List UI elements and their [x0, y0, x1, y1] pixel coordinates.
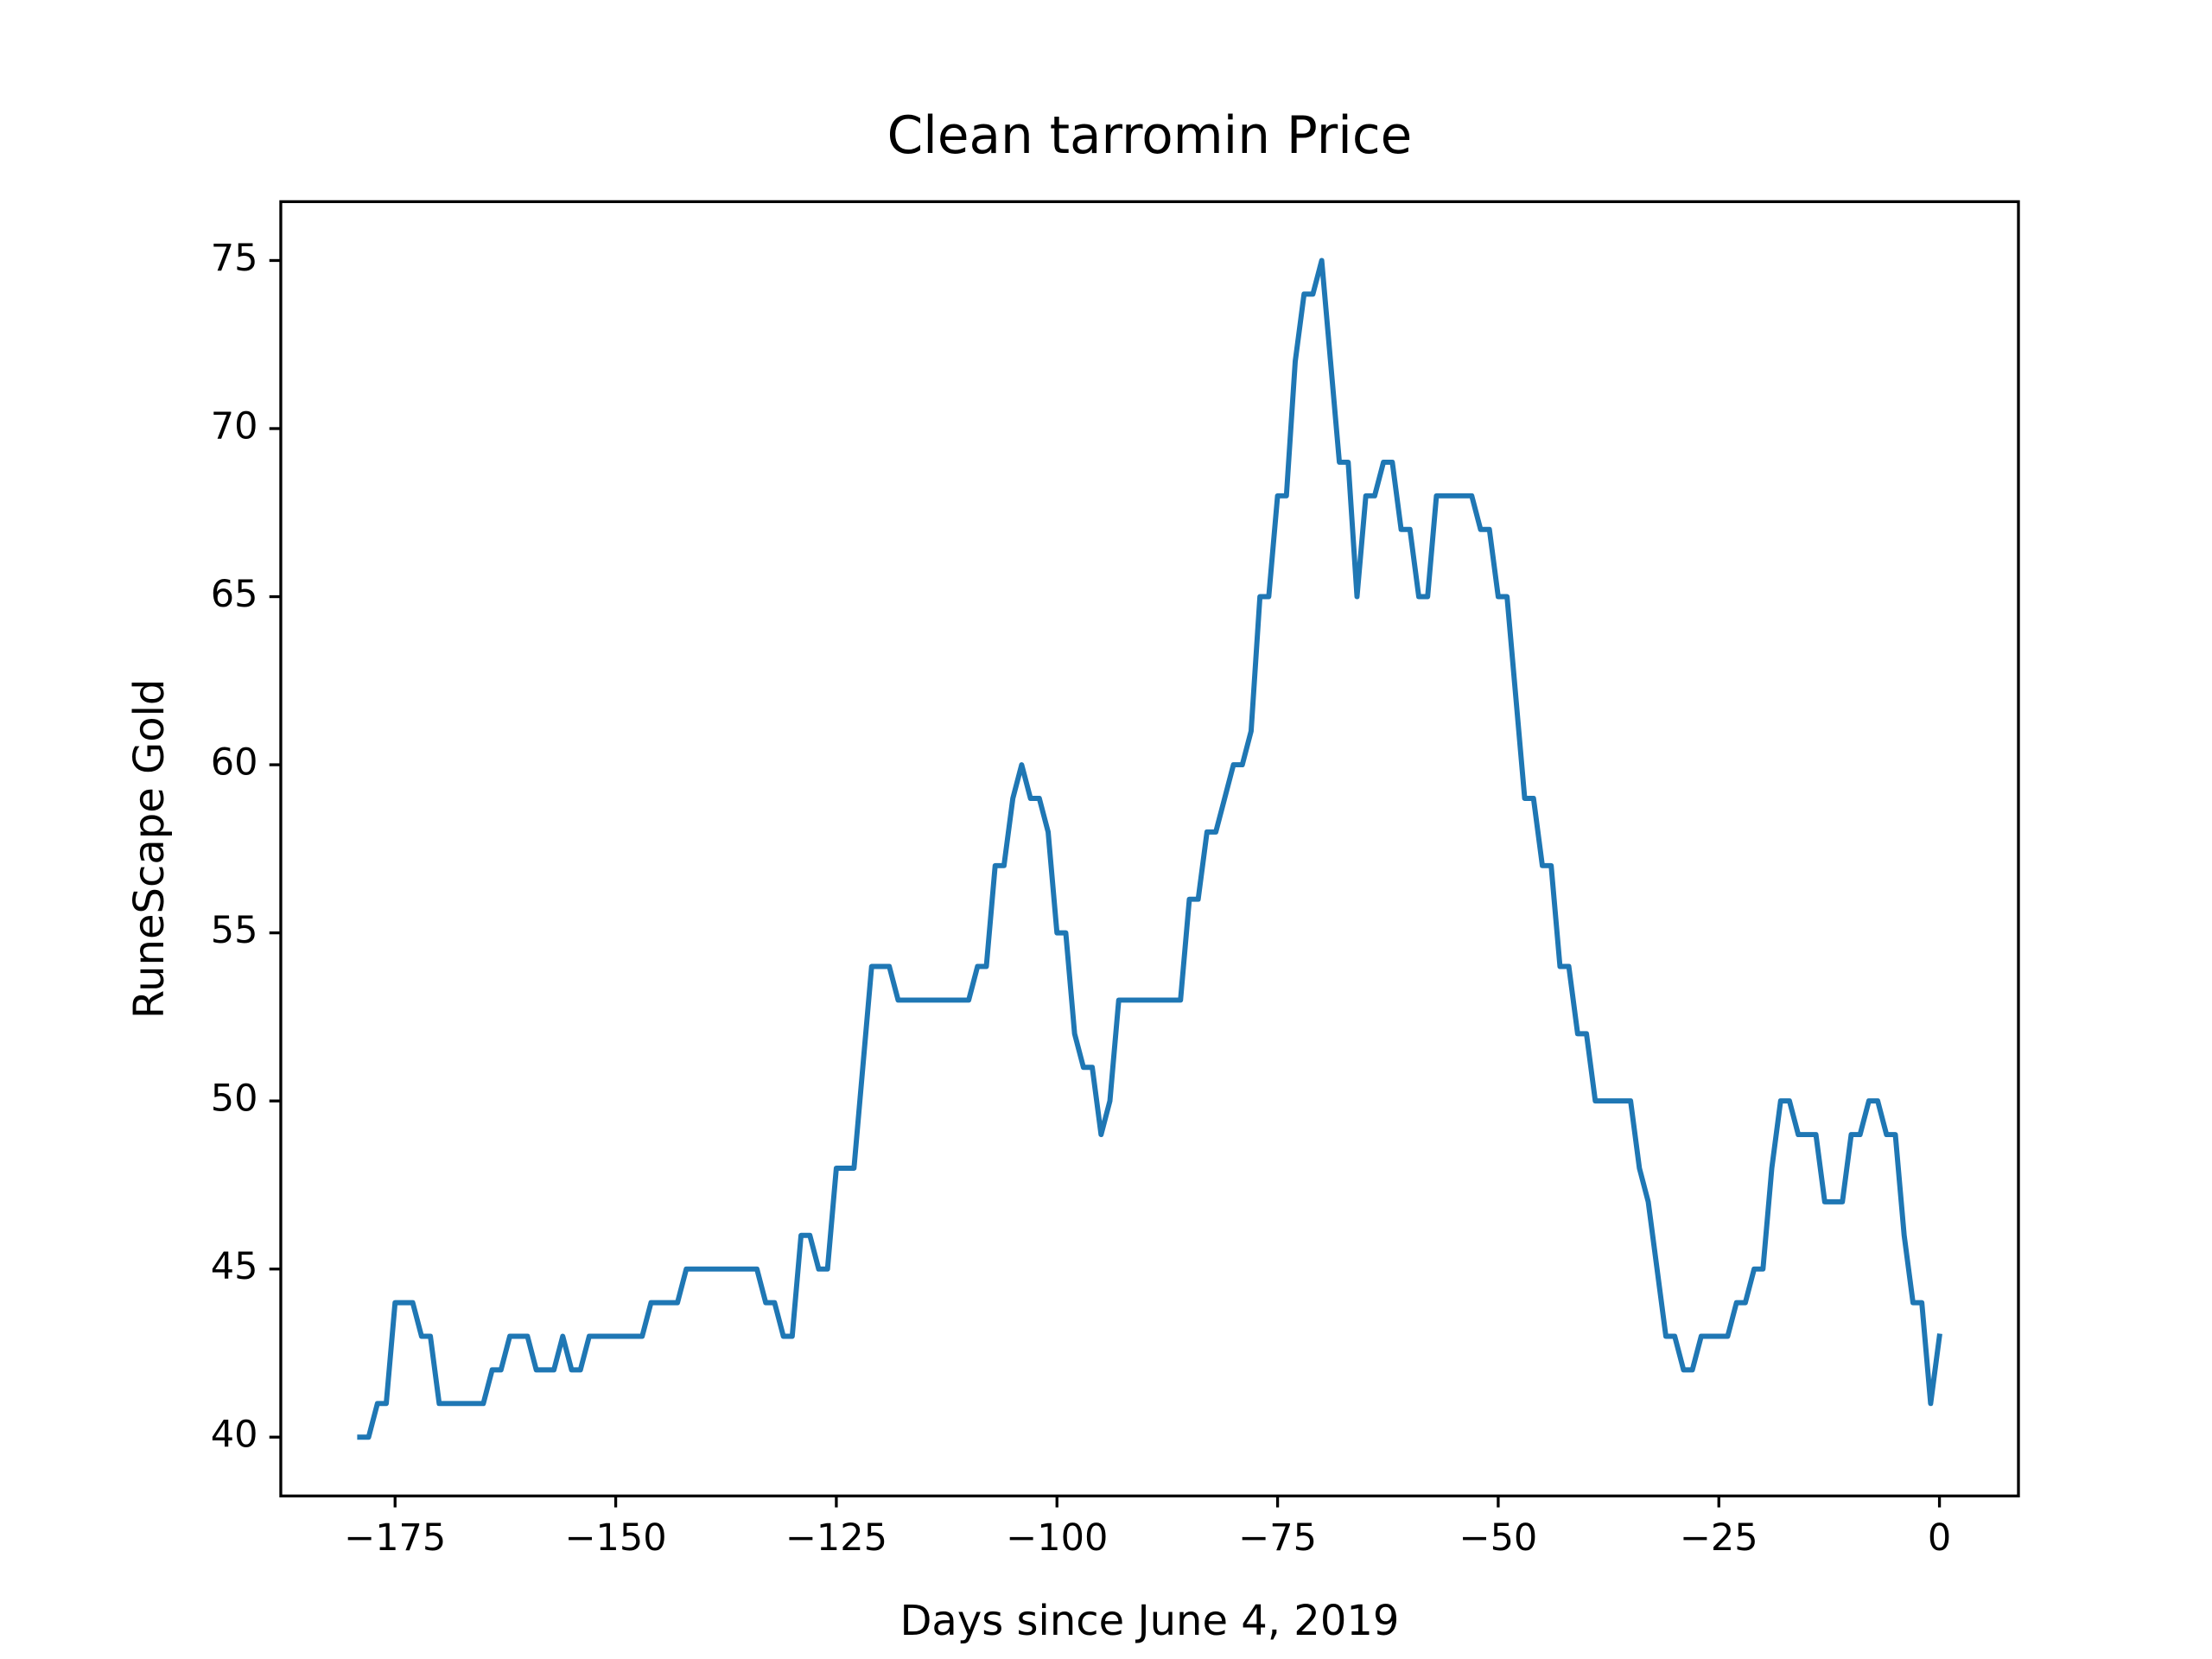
price-line — [357, 257, 1942, 1440]
x-tick-label: −175 — [344, 1516, 446, 1560]
y-tick-label: 55 — [211, 909, 258, 952]
y-tick-label: 75 — [211, 237, 258, 280]
x-tick-label: −125 — [785, 1516, 887, 1560]
x-tick-label: −75 — [1238, 1516, 1317, 1560]
x-tick-label: −150 — [564, 1516, 666, 1560]
x-axis-label: Days since June 4, 2019 — [899, 1597, 1399, 1645]
x-tick-label: −25 — [1680, 1516, 1758, 1560]
y-tick-label: 45 — [211, 1245, 258, 1288]
y-tick-label: 40 — [211, 1414, 258, 1457]
x-tick-label: −50 — [1459, 1516, 1538, 1560]
x-tick-label: −100 — [1006, 1516, 1108, 1560]
plot-frame — [279, 200, 2020, 1497]
y-tick-label: 70 — [211, 405, 258, 448]
y-tick-label: 50 — [211, 1077, 258, 1121]
y-axis-label: RuneScape Gold — [125, 679, 174, 1019]
y-tick-label: 60 — [211, 741, 258, 785]
x-tick-label: 0 — [1928, 1516, 1951, 1560]
chart-title: Clean tarromin Price — [887, 106, 1413, 166]
y-tick-label: 65 — [211, 573, 258, 616]
